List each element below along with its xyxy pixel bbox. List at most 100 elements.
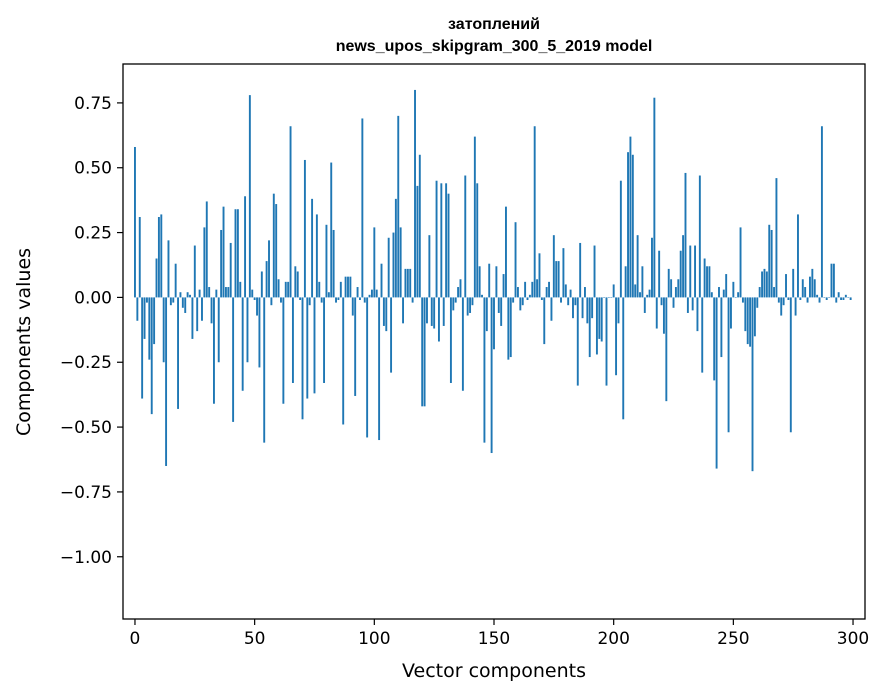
bar-component-67: [294, 266, 297, 298]
bar-component-64: [287, 281, 290, 298]
bar-component-44: [239, 281, 242, 298]
bar-component-57: [270, 297, 273, 306]
bar-component-43: [236, 209, 239, 298]
bar-component-8: [153, 297, 156, 345]
bar-component-238: [703, 258, 706, 298]
bar-component-90: [349, 276, 352, 298]
bar-component-29: [203, 227, 206, 298]
bar-component-14: [167, 240, 170, 298]
bar-component-163: [524, 281, 527, 298]
y-tick-label: −0.75: [60, 483, 112, 503]
bar-component-147: [485, 297, 488, 332]
bar-component-180: [564, 284, 567, 298]
bar-component-125: [433, 297, 436, 329]
bar-component-247: [725, 274, 728, 298]
bar-component-259: [753, 297, 756, 337]
bar-component-76: [315, 214, 318, 298]
bar-component-156: [507, 297, 510, 360]
bar-component-109: [394, 198, 397, 298]
bar-component-60: [277, 279, 280, 298]
y-tick-label: −0.50: [60, 418, 112, 438]
bar-component-200: [612, 284, 615, 298]
bar-component-208: [631, 154, 634, 298]
bar-component-296: [842, 297, 845, 300]
bar-component-218: [655, 297, 658, 329]
bar-component-155: [505, 206, 507, 298]
bar-component-56: [268, 240, 270, 298]
chart-title: затоплений: [448, 16, 540, 33]
bar-component-137: [461, 297, 464, 391]
bars-group: [134, 89, 852, 472]
bar-component-108: [392, 232, 395, 298]
bar-component-118: [416, 185, 419, 298]
bar-component-255: [744, 297, 747, 332]
bar-component-144: [478, 266, 481, 298]
bar-component-62: [282, 297, 285, 404]
bar-component-70: [301, 297, 304, 420]
bar-component-220: [660, 297, 663, 306]
bar-component-69: [299, 297, 302, 300]
bar-component-92: [354, 297, 357, 396]
bar-component-237: [701, 297, 704, 373]
bar-component-50: [253, 297, 256, 300]
bar-component-286: [818, 297, 821, 303]
bar-component-80: [325, 224, 328, 298]
bar-component-202: [617, 297, 620, 324]
bar-component-71: [303, 159, 306, 298]
x-axis-ticks: 0 50 100 150 200 250 300: [130, 619, 869, 649]
bar-component-20: [181, 297, 184, 308]
bar-component-292: [832, 263, 835, 298]
bar-component-114: [406, 268, 409, 298]
bar-component-248: [727, 297, 730, 433]
bar-component-223: [667, 268, 670, 298]
bar-component-47: [246, 297, 249, 363]
bar-component-166: [531, 281, 534, 298]
bar-component-124: [430, 297, 433, 326]
bar-component-170: [540, 297, 543, 300]
bar-component-48: [248, 95, 251, 298]
x-tick-label: 100: [358, 629, 390, 649]
bar-component-1: [136, 297, 139, 321]
bar-component-127: [437, 297, 440, 342]
bar-component-73: [308, 297, 311, 306]
bar-component-24: [191, 297, 194, 339]
bar-component-274: [789, 297, 792, 433]
bar-component-215: [648, 289, 651, 298]
bar-component-16: [172, 297, 175, 303]
bar-component-39: [227, 287, 230, 298]
bar-component-212: [641, 266, 644, 298]
bar-component-149: [490, 297, 493, 454]
bar-component-184: [574, 297, 577, 306]
bar-component-246: [722, 289, 725, 298]
bar-component-83: [332, 229, 335, 298]
bar-component-272: [785, 274, 787, 298]
bar-component-21: [184, 297, 187, 313]
bar-component-168: [536, 279, 539, 298]
bar-component-192: [593, 245, 596, 298]
chart-subtitle: news_upos_skipgram_300_5_2019 model: [336, 38, 653, 55]
bar-component-240: [708, 266, 711, 298]
bar-component-207: [629, 136, 632, 298]
bar-component-78: [320, 297, 323, 303]
bar-component-195: [600, 297, 603, 342]
bar-component-9: [155, 258, 158, 298]
bar-component-84: [335, 297, 337, 303]
bar-component-225: [672, 297, 675, 308]
bar-component-263: [763, 268, 766, 298]
bar-component-95: [361, 118, 364, 298]
bar-component-119: [418, 154, 421, 298]
bar-component-298: [847, 297, 850, 298]
bar-component-136: [459, 279, 462, 298]
bar-component-277: [797, 214, 799, 298]
bar-component-182: [569, 289, 572, 298]
bar-component-282: [808, 276, 811, 298]
bar-component-211: [639, 292, 641, 298]
bar-component-41: [232, 297, 235, 422]
bar-component-234: [694, 245, 697, 298]
bar-component-233: [691, 297, 694, 311]
bar-component-143: [476, 183, 479, 298]
bar-component-79: [323, 297, 326, 383]
bar-component-196: [603, 297, 606, 298]
bar-component-5: [145, 297, 148, 303]
bar-component-120: [421, 297, 424, 407]
